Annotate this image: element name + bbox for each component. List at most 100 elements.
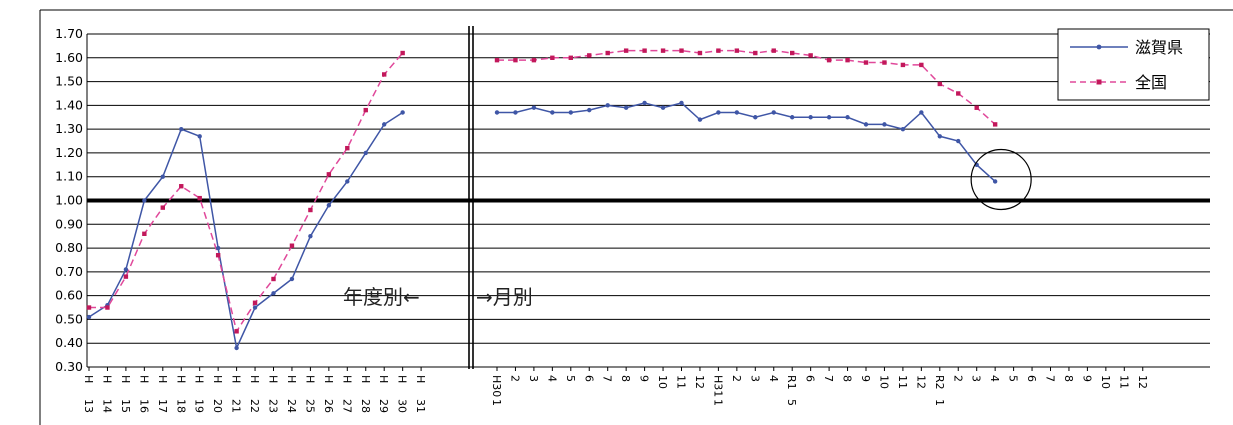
data-point-shiga (900, 126, 906, 132)
grid-lines (87, 33, 1210, 368)
data-point-national (845, 57, 850, 63)
x-tick-label: 5 (1007, 375, 1020, 382)
y-tick-label: 1.00 (55, 193, 83, 208)
x-tick-label: 12 (914, 375, 927, 389)
data-point-shiga (550, 110, 555, 115)
y-tick-label: 0.40 (55, 335, 83, 350)
x-tick-label: 24 (285, 399, 298, 413)
data-point-shiga (734, 110, 740, 115)
data-point-national (771, 48, 776, 53)
legend-marker-national (1096, 79, 1102, 85)
y-tick-label: 1.20 (55, 145, 83, 160)
x-tick-label: 1 (490, 399, 503, 406)
data-point-shiga (308, 233, 313, 239)
annotation-monthly: →月別 (476, 285, 533, 309)
x-tick-label: 7 (1044, 375, 1057, 382)
data-point-national (123, 274, 129, 279)
data-point-shiga (160, 174, 165, 179)
data-point-national (179, 184, 184, 189)
data-point-national (992, 122, 998, 127)
x-tick-label: 31 (414, 399, 427, 413)
x-tick-label: 3 (748, 375, 761, 382)
data-point-national (382, 72, 387, 77)
data-point-shiga (587, 107, 592, 113)
data-point-shiga (808, 115, 813, 120)
data-point-shiga (679, 100, 684, 106)
x-tick-label: R2 (933, 375, 946, 390)
data-point-national (900, 62, 906, 68)
highlight-circle (970, 148, 1032, 211)
x-tick-label: 5 (785, 399, 798, 406)
y-tick-label: 1.70 (55, 26, 83, 41)
data-point-national (531, 57, 537, 63)
x-tick-label: H (285, 375, 298, 383)
data-point-national (550, 55, 555, 60)
legend-marker-shiga (1096, 44, 1102, 50)
y-tick-label: 1.30 (55, 121, 83, 136)
data-point-shiga (363, 150, 368, 156)
x-tick-label: 25 (303, 399, 316, 413)
x-tick-label: 18 (174, 399, 187, 413)
data-point-shiga (345, 179, 350, 184)
data-point-shiga (863, 122, 869, 127)
annotation-yearly: 年度別← (343, 285, 420, 309)
data-point-national (345, 145, 350, 151)
data-point-national (734, 48, 740, 53)
y-tick-label: 0.80 (55, 240, 83, 255)
data-point-national (587, 53, 592, 58)
x-tick-label: 29 (377, 399, 390, 413)
data-point-shiga (642, 100, 647, 106)
data-point-shiga (197, 134, 202, 139)
x-tick-label: 3 (970, 375, 983, 382)
data-point-shiga (531, 105, 537, 110)
x-tick-label: H (340, 375, 353, 383)
data-point-national (882, 60, 887, 65)
data-point-shiga (992, 179, 998, 184)
chart-frame (39, 9, 1233, 425)
data-point-national (790, 50, 795, 56)
x-tick-label: 21 (230, 399, 243, 413)
data-point-shiga (771, 110, 776, 115)
x-tick-label: 6 (1025, 375, 1038, 382)
x-tick-label: 10 (877, 375, 890, 389)
data-point-shiga (937, 134, 942, 139)
x-tick-label: 2 (730, 375, 743, 382)
data-point-national (623, 48, 629, 53)
data-point-national (808, 53, 813, 58)
x-tick-label: 23 (267, 399, 280, 413)
data-point-national (826, 57, 832, 63)
x-tick-label: H30 (490, 375, 503, 397)
x-tick-label: 6 (582, 375, 595, 382)
x-tick-label: 15 (119, 399, 132, 413)
series-line-shiga (497, 102, 996, 183)
x-tick-label: 17 (156, 399, 169, 413)
x-tick-label: H (137, 375, 150, 383)
x-tick-label: H (230, 375, 243, 383)
x-tick-label: 2 (951, 375, 964, 382)
data-point-shiga (716, 110, 721, 115)
x-tick-label: H (174, 375, 187, 383)
x-tick-label: H (119, 375, 132, 383)
series-line-shiga (88, 111, 404, 351)
data-point-national (142, 231, 147, 236)
x-tick-label: H (396, 375, 409, 383)
data-point-national (363, 107, 368, 113)
legend: 滋賀県 全国 (1057, 28, 1210, 101)
data-point-shiga (289, 276, 295, 282)
x-axis: H13H14H15H16H17H18H19H20H21H22H23H24H25H… (82, 367, 1149, 413)
data-point-national (605, 50, 610, 56)
data-point-national (289, 243, 295, 248)
data-point-national (105, 305, 110, 310)
x-tick-label: H (211, 375, 224, 383)
x-tick-label: 9 (1080, 375, 1093, 382)
x-tick-label: 11 (896, 375, 909, 389)
x-tick-label: H (377, 375, 390, 383)
x-tick-label: 5 (564, 375, 577, 382)
x-tick-label: H (156, 375, 169, 383)
data-point-national (974, 105, 979, 110)
x-tick-label: 27 (340, 399, 353, 413)
data-point-national (326, 172, 332, 177)
y-tick-label: 1.50 (55, 74, 83, 89)
x-tick-label: H (193, 375, 206, 383)
